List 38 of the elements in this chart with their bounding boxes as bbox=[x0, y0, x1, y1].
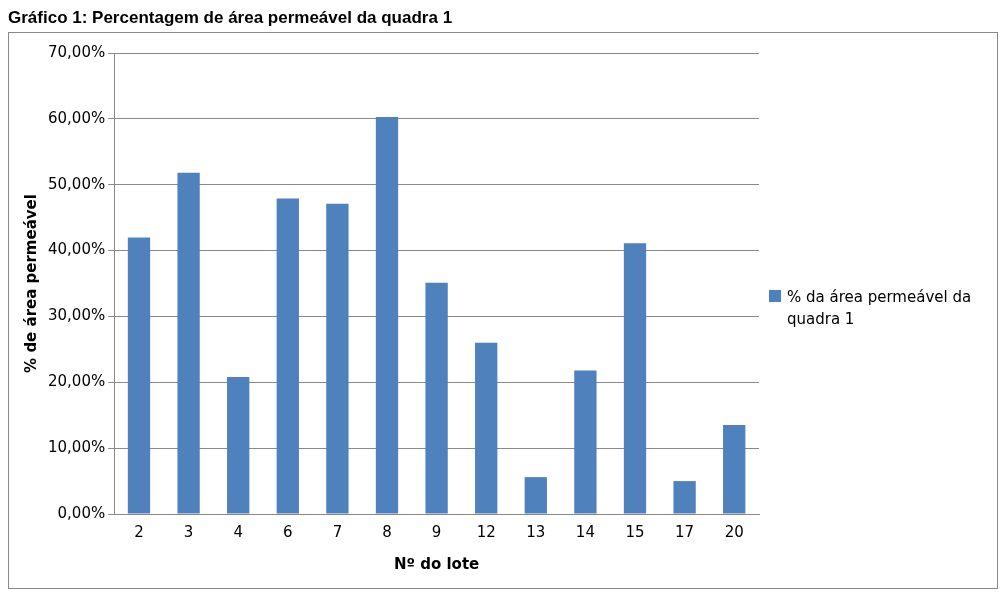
bar bbox=[177, 172, 200, 514]
x-tick-label: 8 bbox=[382, 522, 392, 541]
bar bbox=[326, 203, 349, 514]
bar bbox=[375, 116, 399, 514]
bar bbox=[673, 481, 696, 514]
bar bbox=[475, 342, 498, 514]
y-tick-label: 40,00% bbox=[47, 240, 106, 259]
y-tick-label: 0,00% bbox=[57, 503, 106, 522]
y-tick-label: 70,00% bbox=[47, 42, 106, 61]
bar bbox=[623, 243, 647, 514]
x-axis-title: Nº do lote bbox=[393, 554, 480, 573]
y-tick-label: 10,00% bbox=[47, 438, 106, 457]
bar bbox=[524, 477, 547, 514]
x-tick-label: 2 bbox=[134, 522, 144, 541]
x-tick-label: 3 bbox=[183, 522, 194, 541]
x-tick-label: 15 bbox=[625, 522, 645, 541]
x-tick-label: 20 bbox=[724, 522, 744, 541]
x-tick-label: 7 bbox=[332, 522, 343, 541]
bar bbox=[723, 425, 746, 514]
x-tick-label: 9 bbox=[431, 522, 442, 541]
bar bbox=[127, 237, 151, 514]
y-tick-label: 20,00% bbox=[47, 372, 106, 391]
bar bbox=[574, 370, 597, 514]
legend-label: % da área permeável da quadra 1 bbox=[787, 286, 973, 330]
bar bbox=[227, 377, 250, 514]
y-tick-label: 60,00% bbox=[47, 108, 106, 127]
y-tick-label: 50,00% bbox=[47, 174, 106, 193]
x-tick-label: 12 bbox=[476, 522, 496, 541]
y-tick-label: 30,00% bbox=[47, 306, 106, 325]
y-axis-title: % de área permeável bbox=[21, 194, 40, 373]
bar bbox=[425, 282, 448, 514]
x-tick-label: 13 bbox=[526, 522, 546, 541]
chart-title: Gráfico 1: Percentagem de área permeável da quadra 1 bbox=[8, 8, 454, 28]
x-tick-label: 6 bbox=[283, 522, 293, 541]
bar bbox=[276, 198, 299, 514]
x-tick-label: 14 bbox=[575, 522, 595, 541]
x-tick-label: 17 bbox=[675, 522, 695, 541]
x-tick-label: 4 bbox=[233, 522, 243, 541]
